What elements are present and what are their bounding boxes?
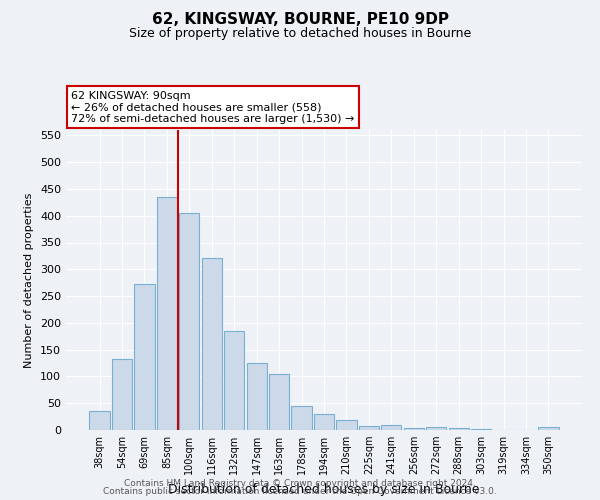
Bar [269, 374, 289, 430]
Bar [314, 414, 334, 430]
Bar [449, 428, 469, 430]
Bar [134, 284, 155, 430]
Bar [292, 406, 311, 430]
Bar [471, 429, 491, 430]
Bar [381, 425, 401, 430]
Text: 62, KINGSWAY, BOURNE, PE10 9DP: 62, KINGSWAY, BOURNE, PE10 9DP [151, 12, 449, 28]
Bar [112, 360, 132, 430]
Text: Contains HM Land Registry data © Crown copyright and database right 2024.: Contains HM Land Registry data © Crown c… [124, 478, 476, 488]
Text: Size of property relative to detached houses in Bourne: Size of property relative to detached ho… [129, 28, 471, 40]
Text: Contains public sector information licensed under the Open Government Licence v3: Contains public sector information licen… [103, 487, 497, 496]
Bar [157, 197, 177, 430]
Bar [404, 428, 424, 430]
Bar [202, 258, 222, 430]
Bar [247, 363, 267, 430]
Text: 62 KINGSWAY: 90sqm
← 26% of detached houses are smaller (558)
72% of semi-detach: 62 KINGSWAY: 90sqm ← 26% of detached hou… [71, 91, 355, 124]
Bar [538, 428, 559, 430]
Bar [179, 213, 199, 430]
X-axis label: Distribution of detached houses by size in Bourne: Distribution of detached houses by size … [168, 482, 480, 496]
Y-axis label: Number of detached properties: Number of detached properties [25, 192, 34, 368]
Bar [359, 426, 379, 430]
Bar [426, 428, 446, 430]
Bar [224, 332, 244, 430]
Bar [89, 411, 110, 430]
Bar [337, 420, 356, 430]
